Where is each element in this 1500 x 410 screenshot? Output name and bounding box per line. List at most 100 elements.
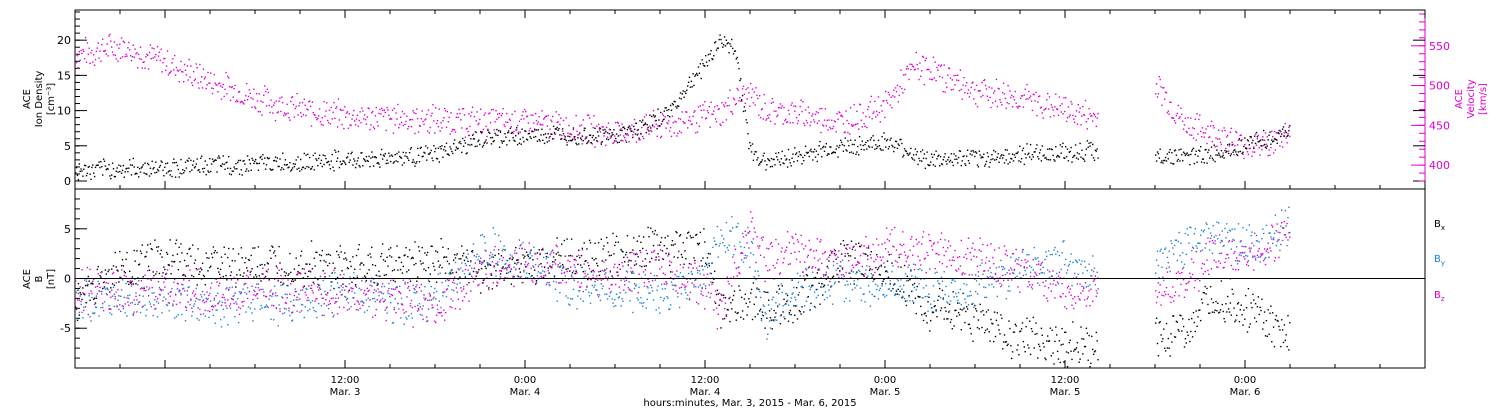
b-bx-point — [662, 258, 665, 261]
velocity-point — [958, 89, 961, 92]
b-bx-point — [749, 301, 751, 303]
b-by-point — [727, 249, 729, 251]
velocity-point — [708, 106, 710, 108]
b-bx-point — [1180, 314, 1182, 317]
velocity-point — [402, 124, 404, 127]
b-bx-point — [886, 260, 889, 262]
density-point — [888, 145, 890, 148]
b-bx-point — [1025, 325, 1027, 328]
b-bx-point — [624, 261, 626, 263]
b-bx-point — [606, 242, 609, 244]
b-by-point — [678, 275, 680, 278]
density-point — [260, 155, 262, 158]
b-bx-point — [666, 247, 668, 250]
b-bx-point — [223, 246, 225, 248]
b-by-point — [858, 270, 861, 273]
b-by-point — [175, 315, 178, 318]
density-point — [694, 75, 696, 77]
b-by-point — [327, 307, 330, 310]
density-point — [298, 167, 300, 169]
b-bx-point — [622, 251, 624, 253]
b-by-point — [224, 299, 226, 301]
density-point — [1209, 155, 1212, 157]
velocity-point — [412, 110, 414, 112]
b-by-point — [528, 257, 530, 260]
velocity-point — [169, 71, 171, 74]
b-bx-point — [221, 262, 224, 264]
b-bx-point — [243, 272, 245, 274]
b-bx-point — [812, 284, 814, 287]
b-by-point — [478, 255, 480, 258]
b-by-point — [330, 285, 332, 287]
velocity-point — [1020, 95, 1023, 97]
velocity-point — [999, 99, 1001, 101]
b-bx-point — [1229, 302, 1232, 304]
b-by-point — [563, 272, 566, 274]
velocity-point — [377, 125, 379, 127]
b-bx-point — [256, 265, 259, 268]
density-point — [373, 156, 376, 158]
velocity-point — [452, 128, 454, 131]
velocity-point — [915, 51, 917, 54]
velocity-point — [75, 54, 77, 56]
b-bx-point — [219, 268, 222, 271]
density-point — [159, 164, 161, 167]
b-bx-point — [954, 309, 956, 312]
b-bx-point — [166, 253, 169, 255]
b-by-point — [217, 292, 219, 295]
b-bx-point — [441, 266, 443, 269]
b-by-point — [912, 300, 914, 302]
density-point — [195, 163, 197, 165]
velocity-point — [1078, 111, 1080, 113]
b-bx-point — [332, 262, 334, 264]
b-by-point — [218, 302, 220, 304]
b-bx-point — [741, 296, 743, 299]
b-by-point — [227, 323, 229, 326]
density-point — [1183, 152, 1186, 155]
density-point — [677, 105, 679, 107]
b-by-point — [651, 290, 654, 292]
b-by-point — [774, 319, 776, 321]
velocity-point — [632, 134, 634, 136]
b-bx-point — [495, 270, 497, 272]
velocity-point — [186, 65, 188, 67]
velocity-point — [1279, 145, 1281, 147]
velocity-point — [88, 47, 90, 49]
velocity-point — [832, 125, 835, 128]
velocity-point — [520, 118, 522, 121]
b-by-point — [665, 283, 667, 286]
b-bx-point — [579, 264, 582, 266]
density-point — [834, 151, 836, 154]
density-point — [1173, 163, 1175, 165]
b-bx-point — [806, 274, 809, 277]
density-point — [160, 160, 162, 162]
density-point — [191, 169, 193, 171]
velocity-point — [902, 92, 904, 94]
b-by-point — [732, 254, 735, 256]
velocity-point — [528, 130, 530, 132]
b-bx-point — [834, 250, 836, 252]
velocity-point — [850, 124, 853, 126]
b-by-point — [777, 292, 780, 295]
b-bx-point — [301, 268, 304, 270]
density-point — [500, 140, 503, 142]
velocity-point — [599, 131, 602, 133]
velocity-point — [1249, 147, 1251, 150]
b-by-point — [560, 265, 562, 267]
b-bx-point — [1244, 318, 1246, 320]
velocity-point — [446, 110, 449, 113]
velocity-point — [76, 54, 79, 57]
velocity-point — [1054, 106, 1056, 108]
density-point — [920, 150, 922, 153]
density-point — [1041, 145, 1043, 147]
velocity-point — [1195, 139, 1197, 141]
density-point — [770, 157, 773, 160]
velocity-point — [401, 110, 404, 113]
velocity-point — [354, 124, 357, 126]
density-point — [281, 167, 283, 169]
b-by-point — [269, 291, 271, 293]
density-point — [1232, 151, 1234, 153]
b-bx-point — [1276, 319, 1278, 322]
density-point — [1265, 147, 1268, 149]
b-bx-point — [91, 282, 93, 284]
